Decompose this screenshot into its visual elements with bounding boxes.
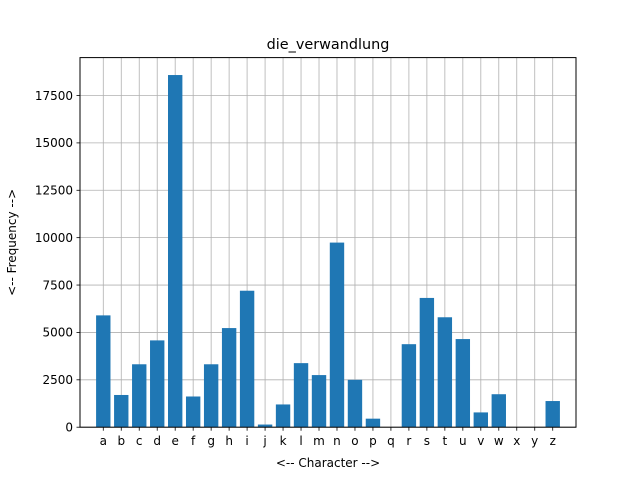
x-tick-label: s	[424, 434, 430, 448]
bar-e	[168, 75, 183, 428]
x-tick-label: v	[477, 434, 484, 448]
y-tick-label: 7500	[42, 278, 73, 292]
x-tick-label: i	[245, 434, 248, 448]
x-tick-label: z	[550, 434, 556, 448]
y-tick-label: 10000	[35, 231, 73, 245]
x-tick-label: l	[299, 434, 302, 448]
bar-d	[150, 340, 165, 428]
x-tick-label: m	[313, 434, 325, 448]
x-tick-label: a	[100, 434, 107, 448]
y-tick-label: 2500	[42, 373, 73, 387]
x-tick-label: h	[225, 434, 233, 448]
bar-c	[132, 364, 147, 428]
x-tick-label: r	[406, 434, 411, 448]
bar-f	[185, 396, 201, 428]
bar-r	[401, 344, 417, 428]
bar-b	[114, 394, 129, 428]
bar-v	[473, 412, 488, 428]
y-tick-label: 5000	[42, 326, 73, 340]
plot-frame	[79, 57, 577, 428]
x-tick-label: o	[351, 434, 358, 448]
bar-l	[293, 363, 309, 428]
x-tick-label: t	[442, 434, 447, 448]
x-tick-label: k	[280, 434, 287, 448]
y-tick-label: 17500	[35, 89, 73, 103]
y-axis-ticks: 0 2500 5000 7500 10000 12500 15000 17500	[35, 89, 80, 435]
y-tick-label: 12500	[35, 184, 73, 198]
y-axis-label: <-- Frequency -->	[5, 189, 19, 296]
x-tick-label: g	[207, 434, 215, 448]
bars	[96, 75, 560, 428]
bar-a	[96, 315, 111, 428]
bar-j	[257, 424, 273, 428]
bar-u	[455, 339, 471, 428]
x-tick-label: d	[153, 434, 161, 448]
bar-n	[329, 242, 345, 428]
bar-s	[419, 297, 435, 428]
bar-p	[365, 418, 381, 428]
bar-m	[311, 375, 327, 428]
x-tick-label: j	[262, 434, 266, 448]
x-tick-label: y	[531, 434, 538, 448]
x-tick-label: f	[191, 434, 196, 448]
x-tick-label: u	[459, 434, 467, 448]
bar-z	[545, 401, 560, 428]
x-tick-label: x	[513, 434, 520, 448]
x-tick-label: c	[136, 434, 143, 448]
bar-o	[347, 379, 363, 428]
bar-k	[275, 404, 291, 428]
x-tick-label: p	[369, 434, 377, 448]
x-axis-label: <-- Character -->	[276, 456, 380, 470]
x-tick-label: q	[387, 434, 395, 448]
x-tick-label: w	[494, 434, 504, 448]
x-tick-label: b	[117, 434, 125, 448]
y-tick-label: 15000	[35, 136, 73, 150]
chart-title: die_verwandlung	[267, 37, 390, 53]
bar-t	[437, 317, 453, 428]
bar-w	[491, 394, 506, 428]
bar-h	[221, 328, 237, 428]
x-tick-label: n	[333, 434, 341, 448]
bar-g	[203, 364, 219, 428]
y-tick-label: 0	[65, 421, 73, 435]
x-tick-label: e	[171, 434, 178, 448]
bar-i	[239, 290, 255, 428]
